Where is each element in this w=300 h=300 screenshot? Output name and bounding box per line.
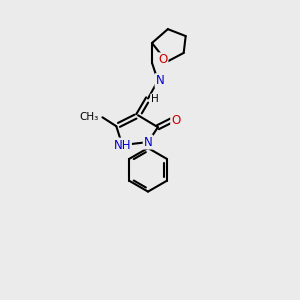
Text: N: N (144, 136, 152, 148)
Text: O: O (158, 53, 167, 66)
Text: NH: NH (113, 139, 131, 152)
Text: H: H (151, 94, 159, 104)
Text: CH₃: CH₃ (79, 112, 98, 122)
Text: O: O (171, 114, 180, 127)
Text: N: N (155, 74, 164, 87)
